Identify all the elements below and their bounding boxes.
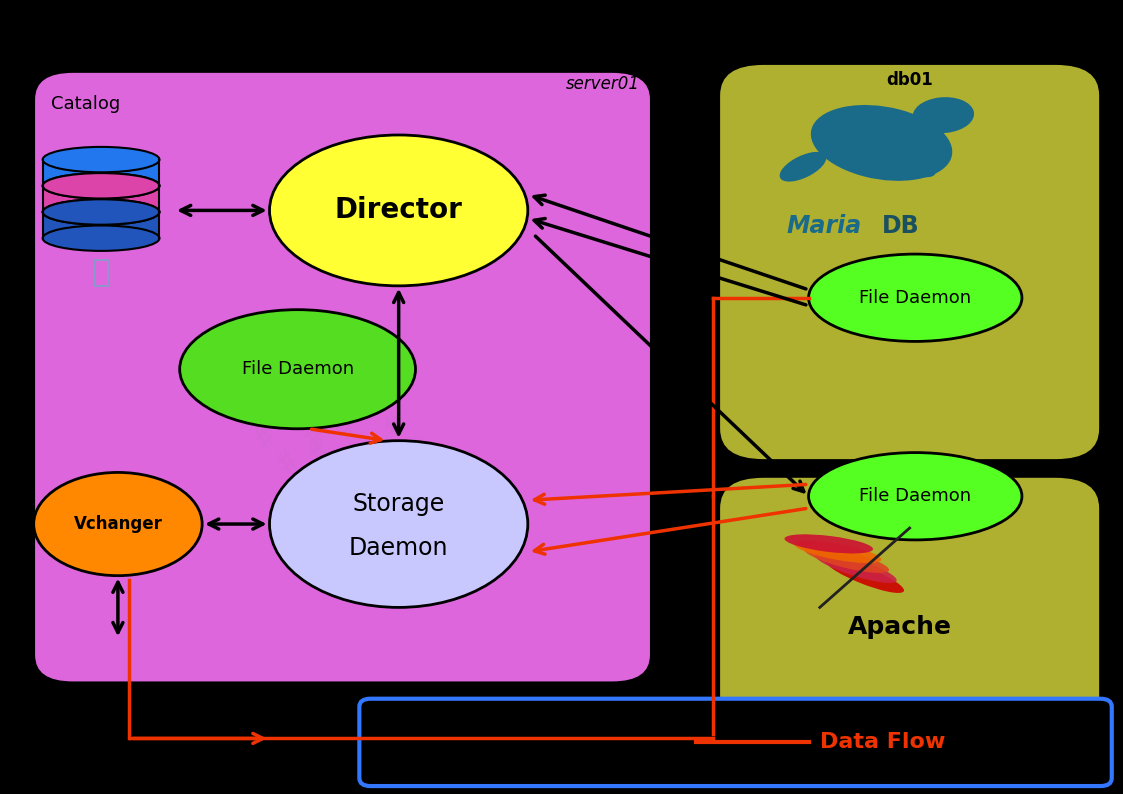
Text: ws01: ws01 xyxy=(886,736,933,754)
Polygon shape xyxy=(43,160,159,186)
Ellipse shape xyxy=(43,199,159,225)
Ellipse shape xyxy=(270,441,528,607)
Ellipse shape xyxy=(895,156,935,177)
Ellipse shape xyxy=(779,152,827,182)
Ellipse shape xyxy=(809,453,1022,540)
FancyBboxPatch shape xyxy=(719,476,1101,762)
Ellipse shape xyxy=(43,199,159,225)
Ellipse shape xyxy=(811,105,952,181)
Polygon shape xyxy=(43,186,159,212)
Text: server01: server01 xyxy=(566,75,640,94)
Ellipse shape xyxy=(34,472,202,576)
Text: File Daemon: File Daemon xyxy=(241,360,354,378)
Text: DB: DB xyxy=(882,214,920,238)
Ellipse shape xyxy=(809,254,1022,341)
Text: File Daemon: File Daemon xyxy=(859,488,971,505)
FancyBboxPatch shape xyxy=(719,64,1101,461)
Text: Catalog: Catalog xyxy=(51,95,120,114)
Text: Storage: Storage xyxy=(353,492,445,516)
Text: db01: db01 xyxy=(886,71,933,90)
Text: Director: Director xyxy=(335,196,463,225)
Ellipse shape xyxy=(43,225,159,251)
Text: 🐘: 🐘 xyxy=(92,258,110,287)
Ellipse shape xyxy=(270,135,528,286)
FancyBboxPatch shape xyxy=(34,71,651,683)
FancyBboxPatch shape xyxy=(359,699,1112,786)
Text: # # #
# # #
# # #: # # # # # # # # # xyxy=(226,346,358,480)
Text: Data Flow: Data Flow xyxy=(820,732,946,753)
Ellipse shape xyxy=(785,534,873,553)
Text: Daemon: Daemon xyxy=(349,536,448,560)
Ellipse shape xyxy=(815,553,896,583)
Ellipse shape xyxy=(43,173,159,198)
Text: Vchanger: Vchanger xyxy=(73,515,163,533)
Text: # # #
# # #
# # #: # # # # # # # # # xyxy=(304,386,437,519)
Ellipse shape xyxy=(913,97,974,133)
Ellipse shape xyxy=(794,541,882,563)
Text: File Daemon: File Daemon xyxy=(859,289,971,306)
Text: Maria: Maria xyxy=(786,214,861,238)
Text: Apache: Apache xyxy=(848,615,952,639)
Ellipse shape xyxy=(825,558,904,593)
Ellipse shape xyxy=(804,546,889,573)
Ellipse shape xyxy=(43,173,159,198)
Polygon shape xyxy=(43,212,159,238)
Ellipse shape xyxy=(43,147,159,172)
Ellipse shape xyxy=(180,310,416,429)
